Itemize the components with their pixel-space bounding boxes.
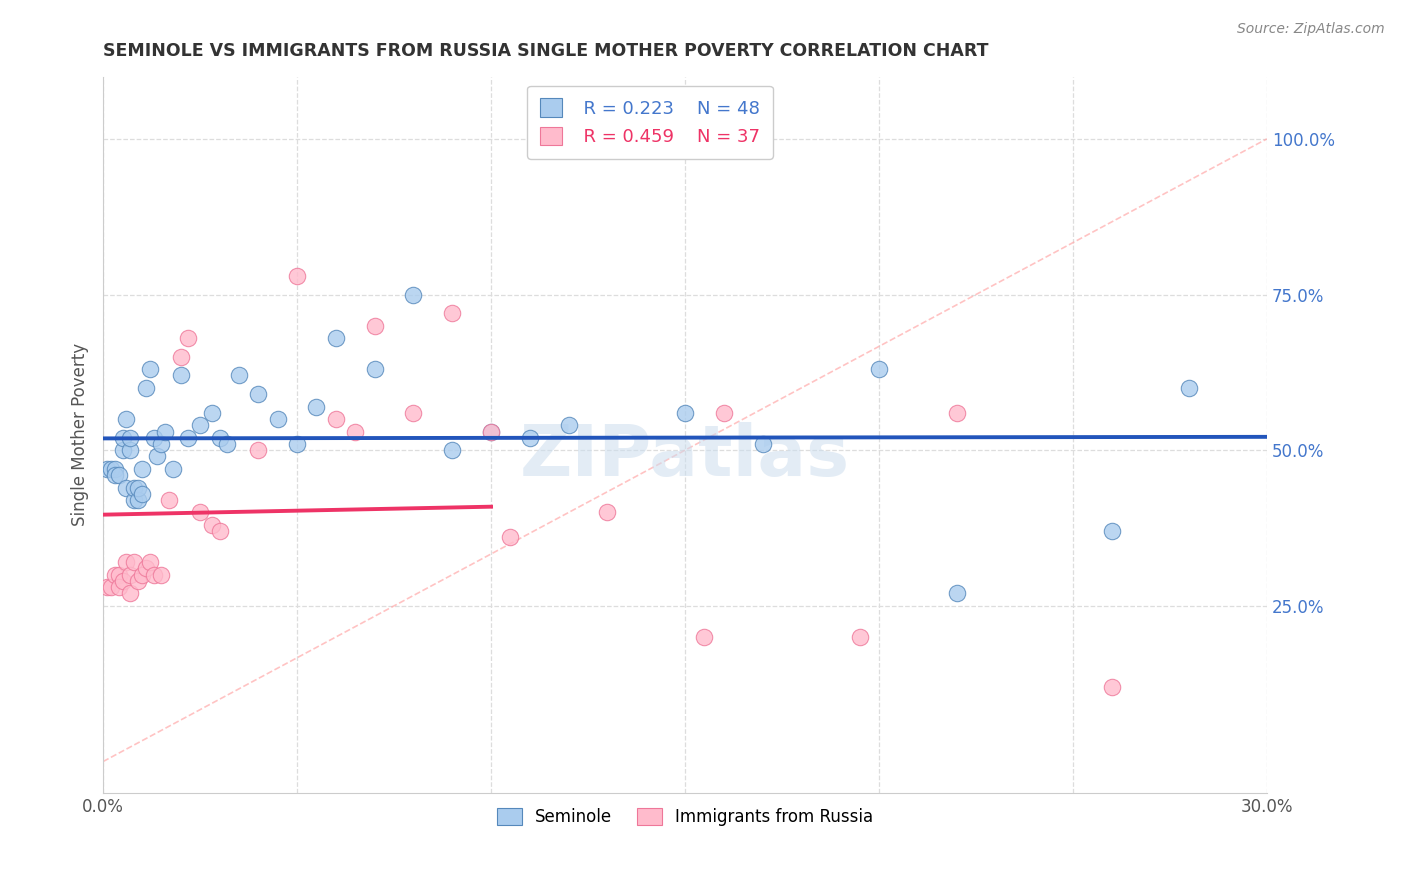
Point [479,425,502,439]
Point [945,586,967,600]
Point [868,362,890,376]
Point [305,400,328,414]
Point [402,406,425,420]
Point [201,406,224,420]
Point [217,437,239,451]
Point [285,437,308,451]
Point [848,630,870,644]
Point [142,431,165,445]
Point [177,431,200,445]
Point [100,580,122,594]
Point [170,350,193,364]
Point [945,406,967,420]
Point [122,481,145,495]
Point [188,418,211,433]
Point [107,567,129,582]
Y-axis label: Single Mother Poverty: Single Mother Poverty [72,343,89,526]
Point [325,331,347,345]
Point [135,561,157,575]
Point [104,468,127,483]
Point [131,462,153,476]
Point [146,450,169,464]
Point [402,287,425,301]
Point [127,481,149,495]
Point [100,462,122,476]
Point [247,387,270,401]
Point [557,418,579,433]
Point [441,306,464,320]
Point [177,331,200,345]
Point [96,580,118,594]
Point [150,567,173,582]
Point [344,425,367,439]
Point [247,443,270,458]
Point [208,431,231,445]
Point [107,580,129,594]
Point [120,443,142,458]
Point [131,487,153,501]
Point [138,362,160,376]
Text: Source: ZipAtlas.com: Source: ZipAtlas.com [1237,22,1385,37]
Point [107,468,129,483]
Point [157,493,180,508]
Point [363,362,385,376]
Point [1101,680,1123,694]
Point [519,431,541,445]
Point [150,437,173,451]
Point [104,462,127,476]
Point [1101,524,1123,538]
Point [673,406,696,420]
Point [441,443,464,458]
Point [267,412,290,426]
Point [135,381,157,395]
Point [228,368,250,383]
Point [104,567,127,582]
Text: ZIPatlas: ZIPatlas [520,422,851,491]
Point [115,412,138,426]
Point [162,462,184,476]
Point [1178,381,1201,395]
Point [596,506,619,520]
Point [751,437,773,451]
Point [131,567,153,582]
Point [142,567,165,582]
Point [122,493,145,508]
Point [153,425,176,439]
Point [188,506,211,520]
Point [120,431,142,445]
Point [96,462,118,476]
Point [499,530,522,544]
Point [325,412,347,426]
Point [170,368,193,383]
Point [127,493,149,508]
Point [115,481,138,495]
Point [363,318,385,333]
Point [111,443,134,458]
Point [138,555,160,569]
Point [122,555,145,569]
Point [120,586,142,600]
Point [693,630,716,644]
Point [120,567,142,582]
Point [115,555,138,569]
Point [127,574,149,588]
Point [201,517,224,532]
Legend: Seminole, Immigrants from Russia: Seminole, Immigrants from Russia [488,799,882,834]
Point [208,524,231,538]
Point [479,425,502,439]
Text: SEMINOLE VS IMMIGRANTS FROM RUSSIA SINGLE MOTHER POVERTY CORRELATION CHART: SEMINOLE VS IMMIGRANTS FROM RUSSIA SINGL… [103,42,988,60]
Point [111,431,134,445]
Point [111,574,134,588]
Point [285,268,308,283]
Point [713,406,735,420]
